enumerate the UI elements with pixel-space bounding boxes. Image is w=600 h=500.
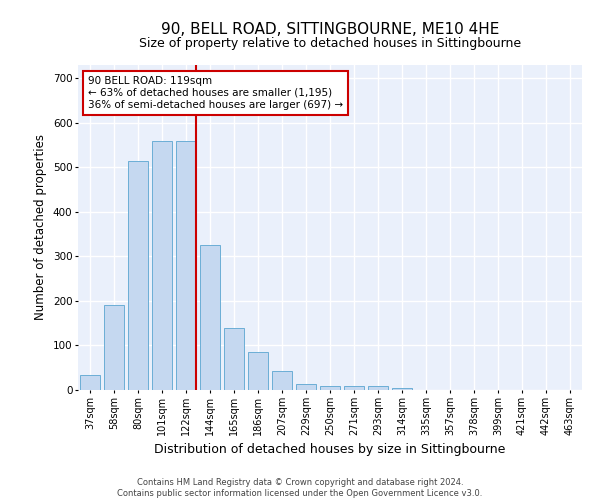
- Bar: [392, 388, 412, 390]
- Bar: [344, 386, 364, 390]
- Bar: [176, 140, 196, 390]
- Bar: [320, 386, 340, 390]
- Bar: [368, 386, 388, 390]
- Bar: [80, 376, 100, 390]
- Bar: [296, 384, 316, 390]
- Text: Contains HM Land Registry data © Crown copyright and database right 2024.
Contai: Contains HM Land Registry data © Crown c…: [118, 478, 482, 498]
- Text: Size of property relative to detached houses in Sittingbourne: Size of property relative to detached ho…: [139, 38, 521, 51]
- Bar: [224, 328, 244, 390]
- Bar: [200, 246, 220, 390]
- Y-axis label: Number of detached properties: Number of detached properties: [34, 134, 47, 320]
- Bar: [272, 372, 292, 390]
- Bar: [152, 140, 172, 390]
- Bar: [248, 352, 268, 390]
- Bar: [104, 306, 124, 390]
- Text: 90 BELL ROAD: 119sqm
← 63% of detached houses are smaller (1,195)
36% of semi-de: 90 BELL ROAD: 119sqm ← 63% of detached h…: [88, 76, 343, 110]
- Text: 90, BELL ROAD, SITTINGBOURNE, ME10 4HE: 90, BELL ROAD, SITTINGBOURNE, ME10 4HE: [161, 22, 499, 38]
- X-axis label: Distribution of detached houses by size in Sittingbourne: Distribution of detached houses by size …: [154, 444, 506, 456]
- Bar: [128, 160, 148, 390]
